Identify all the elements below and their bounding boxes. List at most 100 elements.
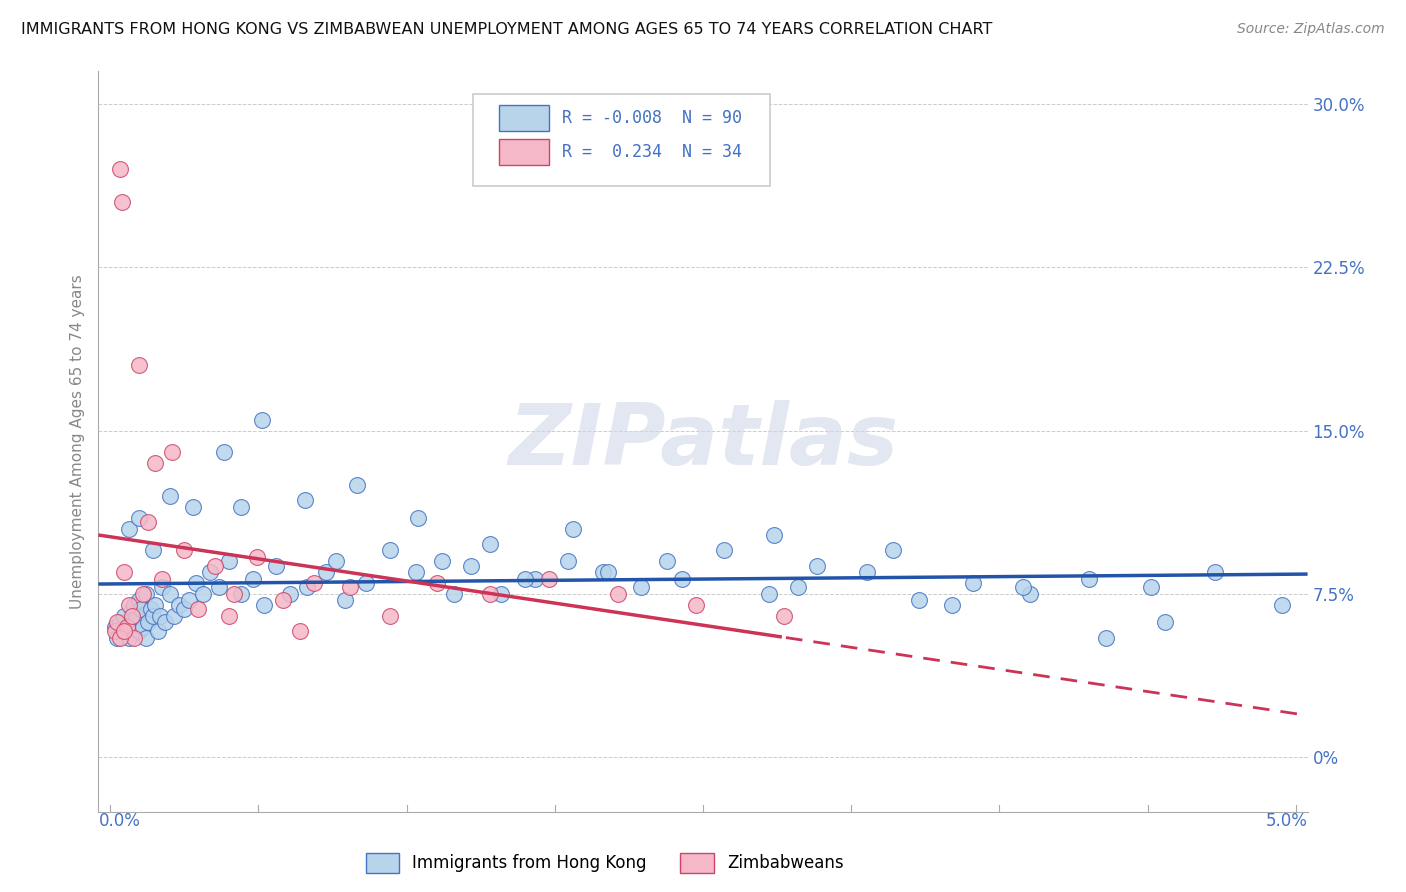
Point bbox=[118, 631, 141, 645]
Point bbox=[122, 631, 145, 645]
Point bbox=[405, 565, 427, 579]
Point bbox=[143, 456, 166, 470]
Point bbox=[941, 598, 963, 612]
Point bbox=[288, 624, 311, 638]
Point bbox=[460, 558, 482, 573]
Point bbox=[273, 593, 295, 607]
Point bbox=[114, 608, 136, 623]
Point bbox=[173, 602, 195, 616]
Point bbox=[159, 489, 181, 503]
Point bbox=[122, 598, 145, 612]
Point bbox=[115, 619, 138, 633]
Point bbox=[758, 587, 780, 601]
Point bbox=[135, 631, 157, 645]
Point bbox=[786, 581, 808, 595]
Point bbox=[177, 593, 200, 607]
Point bbox=[325, 554, 347, 568]
Point bbox=[515, 572, 537, 586]
Point bbox=[1140, 581, 1163, 595]
Text: IMMIGRANTS FROM HONG KONG VS ZIMBABWEAN UNEMPLOYMENT AMONG AGES 65 TO 74 YEARS C: IMMIGRANTS FROM HONG KONG VS ZIMBABWEAN … bbox=[21, 22, 993, 37]
Point bbox=[295, 581, 318, 595]
Point bbox=[118, 522, 141, 536]
Text: R =  0.234  N = 34: R = 0.234 N = 34 bbox=[561, 143, 741, 161]
Point bbox=[378, 608, 401, 623]
Legend: Immigrants from Hong Kong, Zimbabweans: Immigrants from Hong Kong, Zimbabweans bbox=[359, 847, 851, 880]
Text: Source: ZipAtlas.com: Source: ZipAtlas.com bbox=[1237, 22, 1385, 37]
Point bbox=[139, 602, 162, 616]
Point bbox=[114, 565, 136, 579]
Point bbox=[294, 493, 316, 508]
Point bbox=[108, 631, 131, 645]
Point bbox=[1078, 572, 1101, 586]
Point bbox=[907, 593, 929, 607]
Point bbox=[1019, 587, 1042, 601]
Point bbox=[128, 593, 150, 607]
Point bbox=[128, 624, 150, 638]
Point bbox=[152, 572, 174, 586]
Text: 0.0%: 0.0% bbox=[98, 812, 141, 830]
Point bbox=[408, 510, 430, 524]
Point bbox=[333, 593, 356, 607]
Point bbox=[198, 565, 221, 579]
Point bbox=[111, 624, 134, 638]
Point bbox=[229, 587, 252, 601]
Point bbox=[806, 558, 828, 573]
Point bbox=[242, 572, 264, 586]
Text: R = -0.008  N = 90: R = -0.008 N = 90 bbox=[561, 109, 741, 127]
Point bbox=[142, 543, 165, 558]
Point bbox=[657, 554, 679, 568]
Point bbox=[302, 576, 325, 591]
Point bbox=[118, 598, 141, 612]
Point bbox=[128, 359, 150, 373]
Point bbox=[163, 608, 186, 623]
Point bbox=[128, 510, 150, 524]
Point bbox=[426, 576, 449, 591]
Point bbox=[160, 445, 183, 459]
FancyBboxPatch shape bbox=[474, 94, 769, 186]
Point bbox=[962, 576, 984, 591]
Point bbox=[136, 615, 159, 630]
Point bbox=[108, 615, 131, 630]
Point bbox=[212, 445, 235, 459]
Point bbox=[132, 587, 155, 601]
Text: 5.0%: 5.0% bbox=[1265, 812, 1308, 830]
Point bbox=[598, 565, 620, 579]
Y-axis label: Unemployment Among Ages 65 to 74 years: Unemployment Among Ages 65 to 74 years bbox=[69, 274, 84, 609]
Point bbox=[105, 615, 128, 630]
Point bbox=[153, 615, 176, 630]
Point bbox=[250, 413, 273, 427]
Point bbox=[111, 194, 134, 209]
Point bbox=[108, 162, 131, 177]
Point bbox=[443, 587, 465, 601]
Point bbox=[882, 543, 904, 558]
Point bbox=[105, 631, 128, 645]
Point bbox=[557, 554, 579, 568]
Point bbox=[1095, 631, 1118, 645]
Point bbox=[339, 581, 361, 595]
Point bbox=[671, 572, 693, 586]
Point bbox=[142, 608, 165, 623]
Point bbox=[229, 500, 252, 514]
Point bbox=[1204, 565, 1226, 579]
Point bbox=[713, 543, 735, 558]
Point bbox=[478, 587, 501, 601]
Point bbox=[1154, 615, 1177, 630]
Point bbox=[855, 565, 877, 579]
Point bbox=[114, 624, 136, 638]
Point bbox=[159, 587, 181, 601]
Point bbox=[104, 619, 127, 633]
Point bbox=[592, 565, 614, 579]
Text: ZIPatlas: ZIPatlas bbox=[508, 400, 898, 483]
Point bbox=[478, 537, 501, 551]
Point bbox=[129, 602, 152, 616]
Point bbox=[346, 478, 368, 492]
Point bbox=[537, 572, 560, 586]
FancyBboxPatch shape bbox=[499, 104, 550, 131]
Point bbox=[104, 624, 127, 638]
Point bbox=[378, 543, 401, 558]
Point bbox=[121, 608, 143, 623]
Point bbox=[184, 576, 207, 591]
Point bbox=[772, 608, 794, 623]
Point bbox=[218, 554, 240, 568]
Point bbox=[135, 587, 157, 601]
